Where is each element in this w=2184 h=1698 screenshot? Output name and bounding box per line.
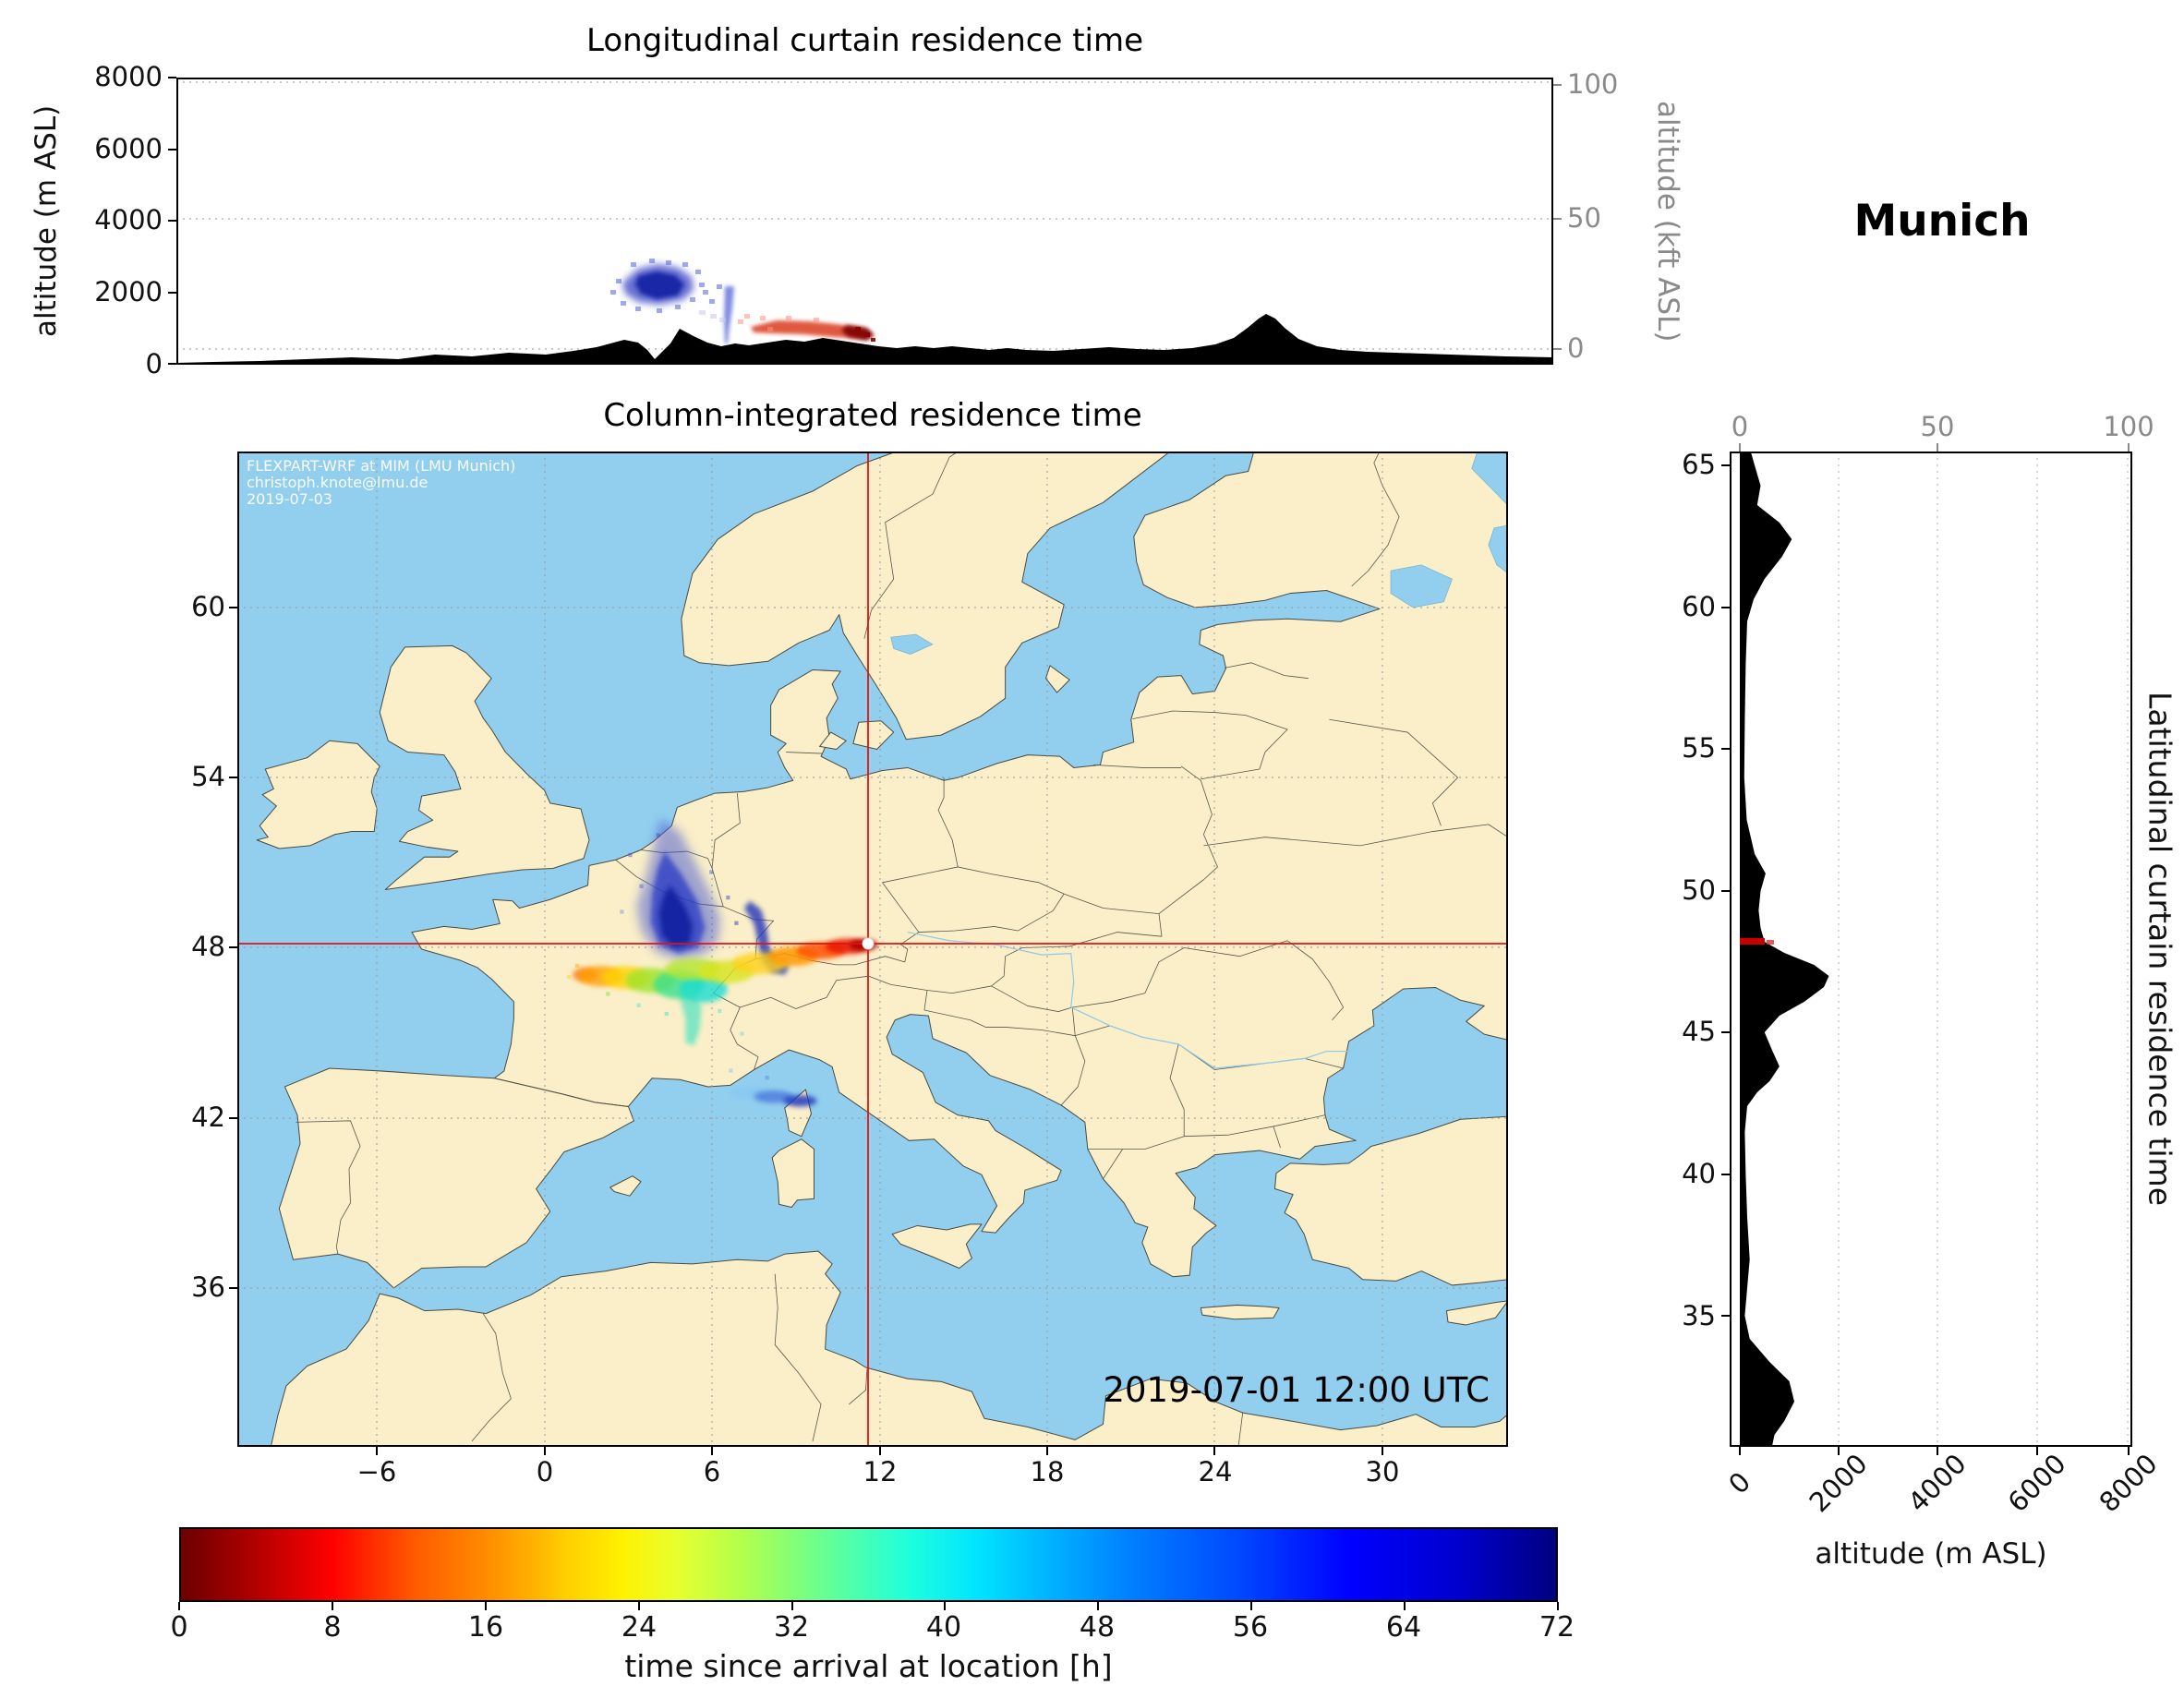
y-tick-label: 4000 [94,204,163,235]
terrain-profile-latitude [1740,452,1829,1447]
cb-tick-label: 72 [1538,1611,1575,1644]
latitudinal-curtain-plot [1730,452,2132,1447]
cb-tick-label: 48 [1079,1611,1116,1644]
kft-tick-label: 0 [1731,411,1749,442]
x-tick-label: 0 [536,1456,554,1487]
red-plume-lat-marker [1740,938,1765,945]
cb-tick-label: 64 [1385,1611,1422,1644]
station-name: Munich [1853,196,2031,247]
sardinia [771,1138,814,1208]
lat-tick-label: 35 [1682,1300,1716,1331]
y-tick-label: 60 [191,591,225,622]
mainland-europe [411,451,1509,1278]
great-britain [379,644,590,891]
gotland [1045,665,1070,693]
y-tick-label: 8000 [94,61,163,92]
long-panel-ylabel-left: altitude (m ASL) [30,104,63,338]
cb-tick-label: 8 [323,1611,342,1644]
terrain-profile-longitude [176,314,1553,365]
panel-frame [176,78,1553,365]
x-tick-label: −6 [356,1456,397,1487]
danube-river [907,931,1373,1069]
lat-tick-label: 65 [1682,449,1716,480]
mallorca [609,1175,642,1197]
lat-tick-label: 50 [1682,874,1716,906]
y-tick-label: 48 [191,931,225,962]
y-tick-label: 42 [191,1102,225,1133]
map-frame [237,452,1508,1447]
cb-tick-label: 0 [170,1611,188,1644]
blue-hook [743,900,790,975]
longitudinal-curtain-panel [176,78,1553,365]
panel-frame [1730,452,2132,1447]
map-timestamp: 2019-07-01 12:00 UTC [1103,1370,1490,1410]
watermark-line: christoph.knote@lmu.de [247,474,428,491]
cb-tick-label: 40 [925,1611,962,1644]
cyan-tail [680,984,702,1046]
lat-tick-label: 55 [1682,732,1716,764]
blue-fan-core [658,885,693,948]
land-layer [256,451,1509,1448]
lat-panel-title: Latitudinal curtain residence time [2142,692,2178,1207]
north-africa [270,1250,1509,1448]
age-colorbar [179,1527,1558,1602]
cb-tick-label: 16 [467,1611,504,1644]
cyprus [1445,1300,1509,1326]
x-tick-label: 18 [1030,1456,1065,1487]
europe-map-svg [237,451,1509,1448]
ireland [256,740,380,849]
receptor-marker [862,937,875,950]
kft-tick-label: 100 [2103,411,2154,442]
lake-ladoga [1390,564,1453,608]
blue-plume-curtain [610,259,734,343]
kft-tick-label: 50 [1920,411,1955,442]
y-tick-label-right: 100 [1567,68,1619,100]
lake-vanern [890,633,934,655]
plume-speckles [566,833,769,1080]
receptor-crosshair [237,452,1508,1447]
anatolia [1273,1115,1509,1286]
lat-tick-label: 40 [1682,1158,1716,1189]
y-tick-label-right: 0 [1567,332,1585,364]
sicily [891,1223,983,1270]
long-panel-ylabel-right: altitude (kft ASL) [1651,100,1684,343]
cb-tick-label: 56 [1232,1611,1269,1644]
y-tick-label: 2000 [94,276,163,307]
zealand [852,720,895,750]
map-title: Column-integrated residence time [603,397,1142,434]
y-tick-label: 0 [145,348,163,379]
x-tick-label: 12 [863,1456,898,1487]
crete [1200,1304,1280,1320]
watermark-line: 2019-07-03 [247,490,332,508]
cb-tick-label: 32 [773,1611,810,1644]
lat-panel-xlabel: altitude (m ASL) [1815,1537,2047,1571]
watermark-line: FLEXPART-WRF at MIM (LMU Munich) [247,457,516,475]
cb-tick-label: 24 [621,1611,658,1644]
scandinavia [681,451,1171,741]
longitudinal-panel-title: Longitudinal curtain residence time [585,22,1144,59]
latitudinal-curtain-panel [1730,452,2132,1447]
funen [819,731,847,750]
x-tick-label: 24 [1198,1456,1233,1487]
map-panel [237,451,1509,1448]
longitudinal-curtain-plot [176,78,1553,365]
y-tick-label-right: 50 [1567,202,1601,234]
lat-tick-label: 60 [1682,591,1716,622]
lake-onega [1488,524,1509,574]
country-borders [296,451,1509,1446]
y-tick-label: 54 [191,761,225,792]
colorbar-label: time since arrival at location [h] [624,1648,1113,1684]
red-plume-curtain [738,314,875,342]
watermark: FLEXPART-WRF at MIM (LMU Munich) christo… [247,458,515,508]
y-tick-label: 36 [191,1271,225,1303]
x-tick-label: 6 [703,1456,721,1487]
x-tick-label: 30 [1365,1456,1400,1487]
y-tick-label: 6000 [94,133,163,164]
lat-tick-label: 45 [1682,1016,1716,1047]
